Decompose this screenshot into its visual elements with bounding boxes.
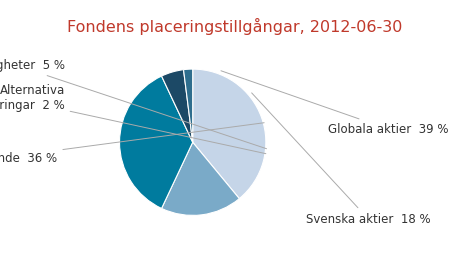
- Text: Alternativa
investeringar  2 %: Alternativa investeringar 2 %: [0, 84, 266, 154]
- Wedge shape: [162, 70, 193, 142]
- Wedge shape: [162, 142, 239, 215]
- Wedge shape: [193, 69, 266, 199]
- Text: Globala aktier  39 %: Globala aktier 39 %: [221, 71, 448, 136]
- Text: Fondens placeringstillgångar, 2012-06-30: Fondens placeringstillgångar, 2012-06-30: [67, 18, 403, 35]
- Text: Fastigheter  5 %: Fastigheter 5 %: [0, 59, 266, 149]
- Wedge shape: [183, 69, 193, 142]
- Wedge shape: [119, 76, 193, 209]
- Text: Svenska aktier  18 %: Svenska aktier 18 %: [251, 93, 431, 226]
- Text: Räntebärande  36 %: Räntebärande 36 %: [0, 123, 264, 165]
